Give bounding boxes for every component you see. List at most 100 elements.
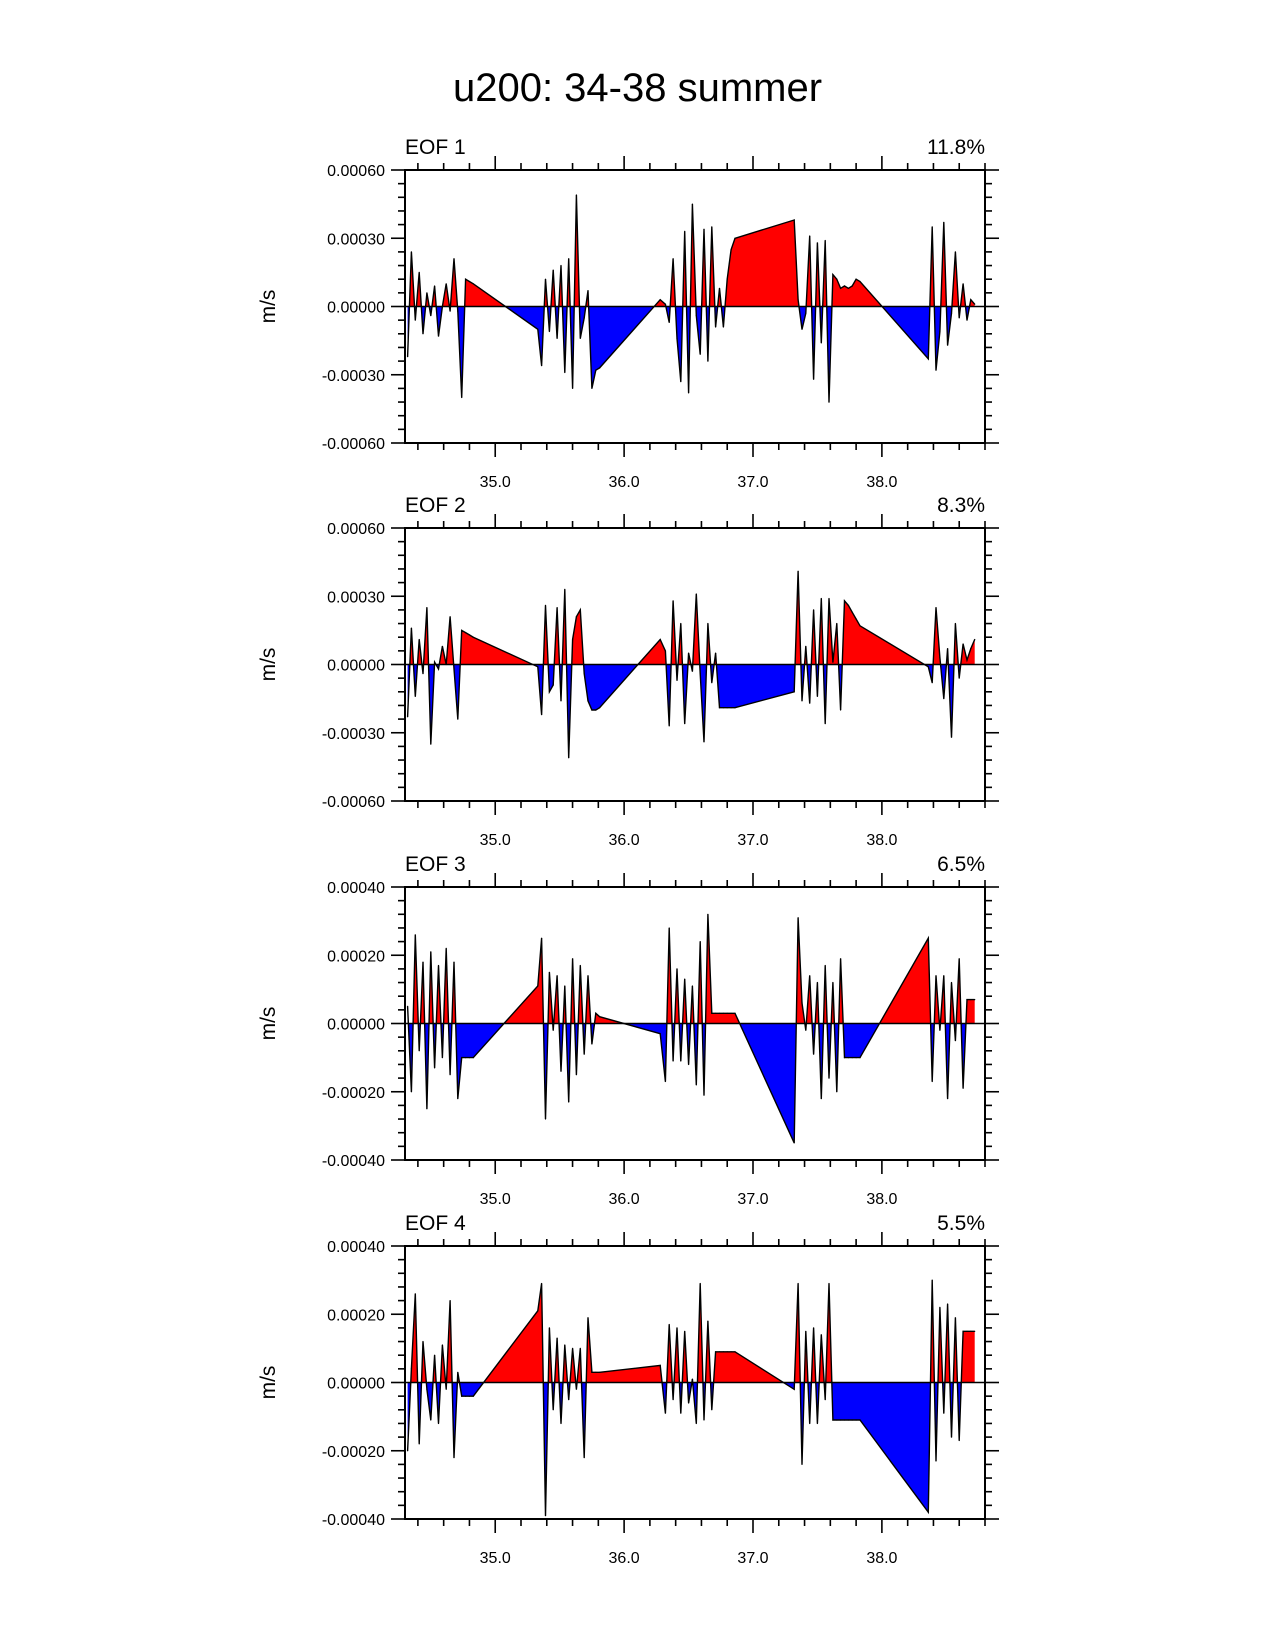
data-point — [840, 958, 842, 960]
data-point — [851, 1057, 853, 1059]
data-point — [449, 1300, 451, 1302]
data-point — [591, 1371, 593, 1373]
data-point — [552, 1029, 554, 1031]
panel-label: EOF 4 — [405, 1212, 466, 1235]
data-point — [680, 622, 682, 625]
y-axis-label: m/s — [257, 648, 280, 682]
data-point — [958, 958, 960, 960]
data-point — [591, 709, 593, 711]
data-point — [414, 319, 416, 321]
data-point — [707, 622, 709, 625]
data-point — [599, 367, 601, 369]
data-point — [943, 221, 945, 223]
data-point — [437, 964, 440, 967]
data-point — [544, 278, 547, 280]
data-point — [426, 1108, 428, 1110]
data-point — [851, 285, 853, 287]
data-point — [461, 1057, 463, 1059]
data-point — [820, 597, 822, 600]
data-point — [958, 317, 960, 319]
data-point — [816, 695, 819, 698]
data-point — [809, 1422, 811, 1425]
variance-percent: 11.8% — [927, 136, 985, 159]
data-point — [414, 1293, 416, 1295]
data-point — [943, 1412, 945, 1414]
data-point — [711, 682, 713, 684]
data-point — [453, 668, 455, 670]
data-point — [847, 287, 850, 289]
data-point — [954, 251, 957, 253]
data-point — [816, 981, 819, 984]
x-tick-label: 37.0 — [737, 832, 768, 849]
data-point — [824, 1399, 826, 1401]
data-point — [680, 381, 682, 383]
y-tick-label: -0.00060 — [322, 436, 385, 453]
data-point — [718, 1012, 721, 1014]
data-point — [927, 937, 929, 939]
panel-label: EOF 3 — [405, 853, 466, 876]
data-point — [684, 978, 686, 980]
data-point — [472, 1057, 474, 1059]
data-point — [820, 1098, 822, 1100]
panel-label: EOF 2 — [405, 494, 466, 517]
data-point — [966, 319, 968, 321]
y-tick-label: -0.00040 — [322, 1153, 385, 1170]
y-tick-label: 0.00000 — [327, 1376, 385, 1393]
data-point — [805, 1029, 807, 1031]
y-tick-label: 0.00000 — [327, 658, 385, 675]
data-point — [691, 670, 694, 672]
variance-percent: 5.5% — [937, 1212, 985, 1235]
data-point — [820, 342, 822, 344]
data-point — [734, 237, 736, 239]
y-tick-label: 0.00060 — [327, 163, 385, 180]
data-point — [958, 677, 960, 679]
data-point — [579, 337, 581, 339]
y-tick-label: 0.00060 — [327, 521, 385, 538]
data-point — [672, 258, 674, 260]
data-point — [855, 278, 857, 280]
data-point — [816, 242, 819, 244]
data-point — [947, 648, 949, 650]
data-point — [962, 1087, 964, 1089]
data-point — [851, 611, 853, 613]
data-point — [410, 627, 412, 629]
data-point — [560, 1422, 562, 1425]
data-point — [801, 1002, 803, 1004]
data-point — [437, 668, 440, 670]
data-point — [943, 698, 945, 700]
x-tick-label: 38.0 — [866, 1550, 897, 1567]
y-tick-label: -0.00020 — [322, 1085, 385, 1102]
data-point — [954, 1040, 957, 1042]
y-axis-label: m/s — [257, 290, 280, 324]
data-point — [472, 636, 474, 638]
data-point — [587, 975, 589, 977]
data-point — [718, 707, 721, 709]
data-point — [468, 1057, 470, 1059]
data-point — [564, 588, 566, 591]
data-point — [931, 1080, 933, 1083]
data-point — [472, 283, 474, 285]
data-point — [688, 1063, 690, 1066]
y-axis-label: m/s — [257, 1007, 280, 1041]
data-point — [457, 1098, 459, 1100]
data-point — [453, 1457, 455, 1459]
data-point — [859, 625, 861, 627]
data-point — [595, 1012, 597, 1014]
data-point — [958, 1439, 960, 1442]
data-point — [966, 659, 968, 661]
data-point — [441, 645, 443, 647]
data-point — [537, 1310, 539, 1312]
data-point — [832, 981, 834, 984]
data-point — [711, 1409, 713, 1411]
x-tick-label: 38.0 — [866, 474, 897, 491]
eof-panel-1: -0.00060 -0.00030 0.00000 0.00030 0.00060 35.… — [257, 136, 999, 491]
x-tick-label: 38.0 — [866, 1191, 897, 1208]
data-point — [437, 335, 440, 337]
data-point — [962, 643, 964, 645]
data-point — [434, 1067, 436, 1069]
data-point — [560, 1070, 562, 1072]
data-point — [855, 1057, 857, 1059]
data-point — [457, 718, 459, 720]
data-point — [970, 648, 972, 650]
data-point — [548, 971, 551, 973]
